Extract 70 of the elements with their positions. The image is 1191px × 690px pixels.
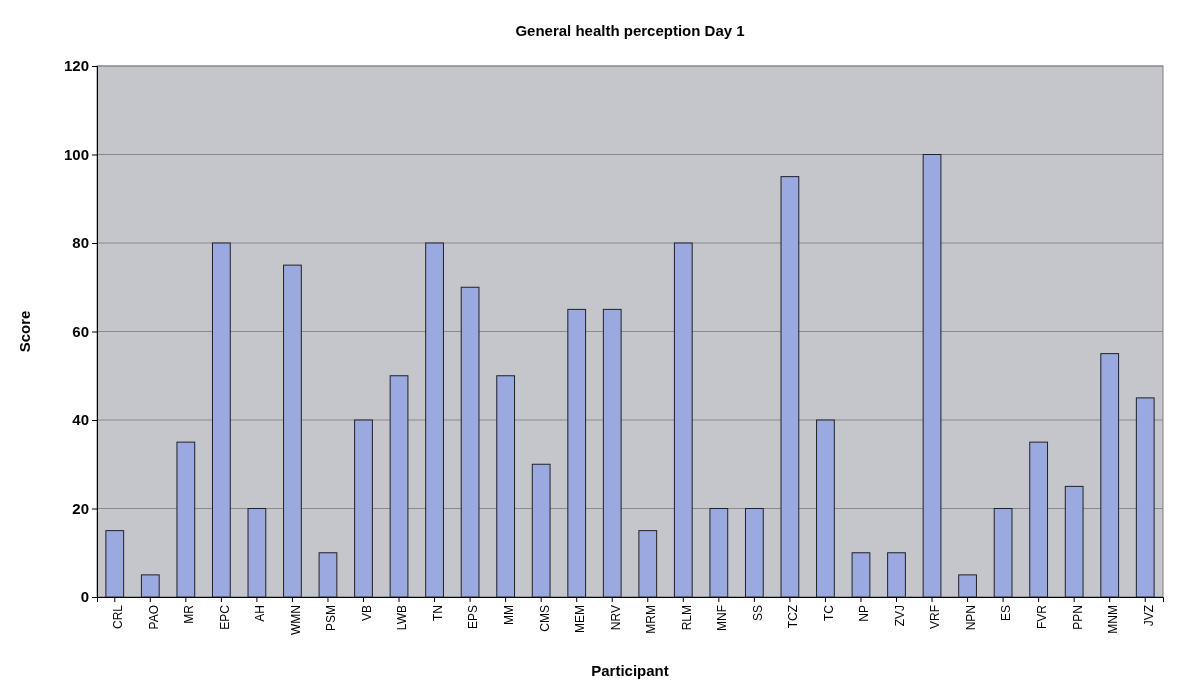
x-tick-label: VB — [359, 605, 374, 622]
bar — [709, 508, 729, 598]
x-tick-label: LWB — [395, 605, 410, 631]
bar — [887, 552, 906, 598]
x-tick-label: JVZ — [1141, 605, 1156, 627]
bar — [1135, 397, 1155, 598]
y-tick-label: 80 — [72, 234, 89, 252]
x-tick-label: WMN — [288, 605, 303, 635]
bar — [354, 419, 373, 598]
bar — [247, 508, 267, 598]
x-tick-label: NP — [857, 605, 872, 622]
y-tick-label: 60 — [72, 322, 89, 340]
x-tick-label: TC — [821, 604, 836, 621]
x-tick-label: ZVJ — [892, 605, 907, 627]
bar — [958, 574, 977, 598]
bar — [1100, 353, 1120, 598]
bar — [1029, 441, 1049, 598]
bar — [780, 176, 800, 598]
x-tick-label: RLM — [679, 605, 694, 631]
bar — [176, 441, 196, 598]
bar — [283, 264, 302, 598]
y-tick-label: 20 — [72, 499, 89, 517]
bar — [140, 574, 160, 598]
y-tick-label: 40 — [72, 411, 89, 429]
x-tick-label: AH — [253, 605, 268, 622]
bar — [567, 308, 587, 598]
bar — [673, 242, 693, 598]
bar — [602, 308, 622, 598]
x-tick-label: CMS — [537, 605, 552, 632]
bar — [211, 242, 231, 598]
y-axis-title: Score — [16, 310, 33, 353]
bar — [318, 552, 338, 598]
x-tick-label: MNM — [1106, 605, 1121, 634]
x-tick-label: PAO — [146, 605, 161, 630]
x-tick-label: ES — [999, 605, 1014, 622]
x-tick-label: PSM — [324, 605, 339, 632]
bar — [1064, 485, 1084, 598]
bar — [922, 154, 942, 598]
x-tick-label: MR — [182, 604, 197, 624]
x-tick-label: MEM — [573, 605, 588, 633]
x-tick-label: EPC — [217, 604, 232, 630]
bar — [744, 508, 764, 598]
bar — [851, 552, 871, 598]
x-tick-label: PPN — [1070, 605, 1085, 630]
x-tick-label: VRF — [928, 605, 943, 629]
x-tick-label: CRL — [111, 604, 126, 630]
y-tick-label: 100 — [63, 145, 89, 163]
bar — [496, 375, 516, 598]
bar — [816, 419, 835, 598]
x-tick-label: NRV — [608, 605, 623, 631]
x-tick-label: TN — [430, 605, 445, 621]
x-tick-label: TCZ — [786, 605, 801, 629]
bar — [638, 530, 658, 598]
x-tick-label: FVR — [1035, 604, 1050, 629]
bar — [389, 375, 409, 598]
x-axis-title: Participant — [591, 662, 669, 679]
x-tick-label: NPN — [963, 605, 978, 631]
x-tick-label: SS — [750, 605, 765, 622]
y-tick-label: 0 — [80, 588, 89, 606]
x-tick-label: MNF — [715, 605, 730, 631]
chart-title: General health perception Day 1 — [515, 22, 745, 39]
bar — [993, 508, 1013, 598]
x-tick-label: MM — [502, 605, 517, 625]
y-tick-label: 120 — [63, 57, 89, 75]
bar — [531, 463, 551, 598]
x-tick-label: EPS — [466, 605, 481, 630]
bar — [460, 286, 480, 598]
bar — [425, 242, 444, 598]
bar — [105, 530, 125, 598]
x-tick-label: MRM — [644, 605, 659, 634]
